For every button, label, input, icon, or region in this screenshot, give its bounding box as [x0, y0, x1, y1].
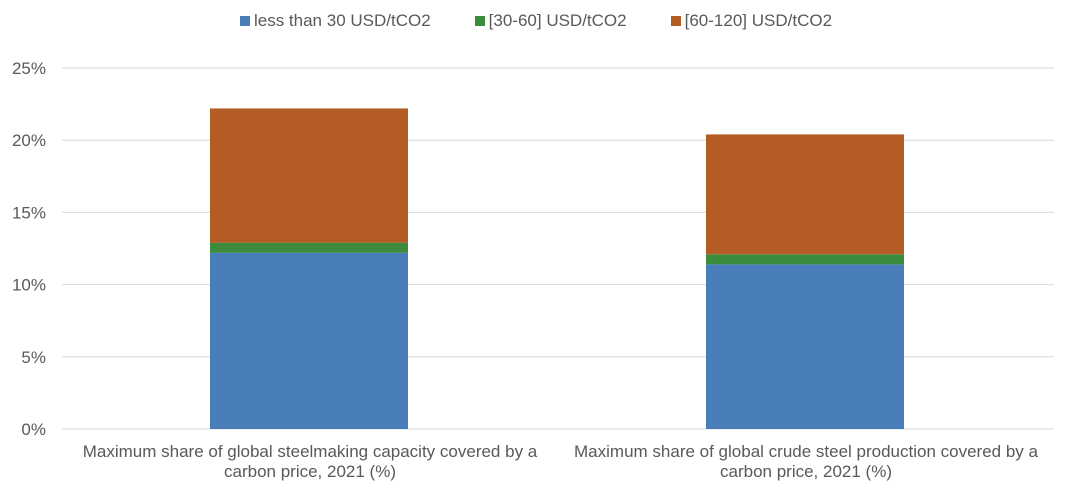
ytick-label-20: 20% — [12, 131, 46, 150]
legend-label-60-120: [60-120] USD/tCO2 — [684, 11, 833, 30]
bar-segment-cat1-series1 — [706, 254, 904, 265]
bar-segment-cat0-series2 — [210, 108, 408, 243]
legend-item-30-60: [30-60] USD/tCO2 — [474, 11, 627, 31]
ytick-label-25: 25% — [12, 59, 46, 78]
ytick-label-15: 15% — [12, 203, 46, 222]
legend-label-30-60: [30-60] USD/tCO2 — [488, 11, 627, 30]
bar-segment-cat0-series0 — [210, 252, 408, 429]
ytick-label-5: 5% — [21, 348, 46, 367]
category-label-production: Maximum share of global crude steel prod… — [574, 442, 1038, 481]
legend-swatch-60-120 — [670, 16, 681, 26]
ytick-label-0: 0% — [21, 420, 46, 439]
legend-item-60-120: [60-120] USD/tCO2 — [670, 11, 833, 31]
legend-swatch-30-60 — [474, 16, 485, 26]
legend-item-lt30: less than 30 USD/tCO2 — [239, 11, 431, 31]
legend: less than 30 USD/tCO2 [30-60] USD/tCO2 [… — [0, 11, 1072, 31]
bar-segment-cat1-series0 — [706, 264, 904, 429]
legend-label-lt30: less than 30 USD/tCO2 — [253, 11, 431, 30]
bar-segment-cat1-series2 — [706, 134, 904, 255]
category-label-capacity: Maximum share of global steelmaking capa… — [82, 442, 538, 481]
ytick-label-10: 10% — [12, 276, 46, 295]
legend-swatch-lt30 — [239, 16, 250, 26]
bar-segment-cat0-series1 — [210, 242, 408, 253]
